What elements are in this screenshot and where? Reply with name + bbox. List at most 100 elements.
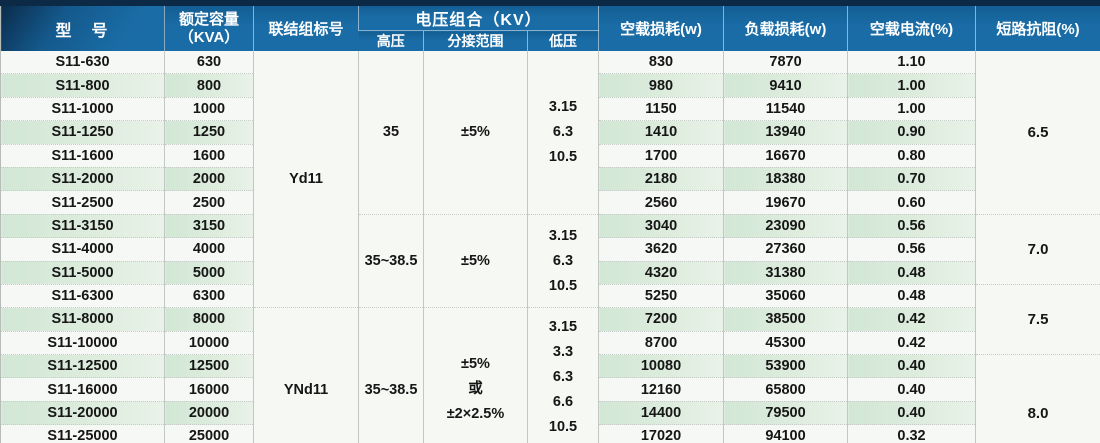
cell-model: S11-10000 xyxy=(0,330,165,355)
cell-lv-line: 6.6 xyxy=(552,393,574,410)
table-row: S11-25000 25000 17020 94100 0.32 xyxy=(0,424,1100,443)
cell-tap-range: ±5% xyxy=(423,213,528,308)
cell-no-load-current: 0.42 xyxy=(847,307,976,332)
cell-no-load-loss: 8700 xyxy=(598,330,724,355)
table-row: S11-4000 4000 3620 27360 0.56 xyxy=(0,237,1100,262)
cell-load-loss: 9410 xyxy=(723,73,848,98)
cell-capacity: 20000 xyxy=(164,400,254,425)
cell-no-load-loss: 7200 xyxy=(598,307,724,332)
col-header-load-loss: 负载损耗(w) xyxy=(723,0,848,51)
cell-model: S11-5000 xyxy=(0,260,165,285)
cell-tap-range-line: ±5% xyxy=(461,252,490,269)
col-header-connection: 联结组标号 xyxy=(253,0,359,51)
table-header: 型 号 额定容量 （KVA） 联结组标号 电压组合（KV） 空载损耗(w) 负载… xyxy=(0,0,1100,51)
table-row: S11-20000 20000 14400 79500 0.40 xyxy=(0,400,1100,425)
cell-capacity: 1600 xyxy=(164,143,254,168)
cell-no-load-current: 0.40 xyxy=(847,377,976,402)
cell-no-load-current: 0.42 xyxy=(847,330,976,355)
cell-lv-line: 10.5 xyxy=(548,418,578,435)
cell-tap-range-line: ±5% xyxy=(461,356,490,373)
cell-no-load-loss: 1410 xyxy=(598,120,724,145)
cell-no-load-current: 0.80 xyxy=(847,143,976,168)
cell-no-load-current: 0.70 xyxy=(847,166,976,191)
cell-load-loss: 18380 xyxy=(723,166,848,191)
col-header-capacity: 额定容量 （KVA） xyxy=(164,0,254,51)
table-row: S11-3150 3150 35~38.5 ±5% 3.15 6.3 10.5 3040 230… xyxy=(0,213,1100,308)
cell-capacity: 16000 xyxy=(164,377,254,402)
cell-impedance: 8.0 xyxy=(975,354,1100,443)
cell-lv-line: 6.3 xyxy=(552,123,574,140)
cell-tap-range-line: ±2×2.5% xyxy=(446,406,505,423)
table-body: S11-630 630 Yd11 35 ±5% 3.15 6.3 10.5 830 7870 1.1… xyxy=(0,51,1100,443)
cell-capacity: 2000 xyxy=(164,166,254,191)
cell-no-load-loss: 17020 xyxy=(598,424,724,443)
cell-model: S11-20000 xyxy=(0,400,165,425)
table-row: S11-630 630 Yd11 35 ±5% 3.15 6.3 10.5 830 7870 1.1… xyxy=(0,51,1100,308)
col-header-model: 型 号 xyxy=(0,0,165,51)
cell-no-load-current: 0.56 xyxy=(847,237,976,262)
cell-no-load-loss: 2560 xyxy=(598,190,724,215)
cell-model: S11-16000 xyxy=(0,377,165,402)
cell-model: S11-25000 xyxy=(0,424,165,443)
table-row: S11-2500 2500 2560 19670 0.60 xyxy=(0,190,1100,215)
cell-model: S11-2500 xyxy=(0,190,165,215)
cell-no-load-current: 1.10 xyxy=(847,51,976,74)
cell-load-loss: 35060 xyxy=(723,283,848,308)
table-row: S11-800 800 980 9410 1.00 xyxy=(0,73,1100,98)
cell-lv: 3.15 6.3 10.5 xyxy=(526,51,599,215)
cell-model: S11-1250 xyxy=(0,120,165,145)
cell-capacity: 10000 xyxy=(164,330,254,355)
cell-capacity: 12500 xyxy=(164,354,254,378)
cell-capacity: 3150 xyxy=(164,213,254,238)
cell-tap-range: ±5% 或 ±2×2.5% xyxy=(423,307,528,443)
cell-capacity: 4000 xyxy=(164,237,254,262)
cell-impedance: 7.0 xyxy=(975,213,1100,285)
cell-no-load-current: 0.56 xyxy=(847,213,976,238)
col-header-voltage-group: 电压组合（KV） xyxy=(357,0,599,31)
cell-lv: 3.15 6.3 10.5 xyxy=(526,213,599,308)
cell-no-load-loss: 3040 xyxy=(598,213,724,238)
table-row: S11-6300 6300 5250 35060 0.48 7.5 xyxy=(0,283,1100,355)
cell-no-load-loss: 2180 xyxy=(598,166,724,191)
col-header-capacity-line1: 额定容量 xyxy=(178,11,239,29)
cell-capacity: 6300 xyxy=(164,283,254,308)
cell-no-load-current: 0.40 xyxy=(847,354,976,378)
col-header-capacity-line2: （KVA） xyxy=(178,28,240,46)
cell-load-loss: 94100 xyxy=(723,424,848,443)
col-header-hv: 高压 xyxy=(358,30,424,51)
cell-no-load-loss: 14400 xyxy=(598,400,724,425)
cell-lv-line: 3.3 xyxy=(552,343,574,360)
cell-lv-line: 6.3 xyxy=(552,368,574,385)
table-row: S11-1600 1600 1700 16670 0.80 xyxy=(0,143,1100,168)
cell-model: S11-12500 xyxy=(0,354,165,378)
cell-model: S11-3150 xyxy=(0,213,165,238)
cell-model: S11-4000 xyxy=(0,237,165,262)
cell-capacity: 2500 xyxy=(164,190,254,215)
cell-no-load-current: 0.48 xyxy=(847,283,976,308)
cell-load-loss: 65800 xyxy=(723,377,848,402)
cell-load-loss: 16670 xyxy=(723,143,848,168)
cell-model: S11-8000 xyxy=(0,307,165,332)
cell-no-load-loss: 980 xyxy=(598,73,724,98)
cell-model: S11-1600 xyxy=(0,143,165,168)
cell-capacity: 1250 xyxy=(164,120,254,145)
cell-tap-range-line: 或 xyxy=(468,381,483,398)
cell-model: S11-2000 xyxy=(0,166,165,191)
cell-model: S11-800 xyxy=(0,73,165,98)
cell-load-loss: 23090 xyxy=(723,213,848,238)
cell-load-loss: 19670 xyxy=(723,190,848,215)
cell-no-load-loss: 12160 xyxy=(598,377,724,402)
cell-no-load-loss: 1700 xyxy=(598,143,724,168)
cell-lv-line: 10.5 xyxy=(548,277,578,294)
table-row: S11-10000 10000 8700 45300 0.42 xyxy=(0,330,1100,355)
cell-hv: 35 xyxy=(358,51,424,215)
cell-impedance: 6.5 xyxy=(975,51,1100,215)
cell-no-load-current: 0.90 xyxy=(847,120,976,145)
cell-connection: Yd11 xyxy=(253,51,359,308)
cell-load-loss: 11540 xyxy=(723,96,848,121)
cell-lv-line: 3.15 xyxy=(548,318,578,335)
cell-capacity: 5000 xyxy=(164,260,254,285)
table-row: S11-16000 16000 12160 65800 0.40 xyxy=(0,377,1100,402)
cell-lv: 3.15 3.3 6.3 6.6 10.5 11 xyxy=(526,307,599,443)
table-row: S11-8000 8000 YNd11 35~38.5 ±5% 或 ±2×2.5% 3.15 3… xyxy=(0,307,1100,443)
